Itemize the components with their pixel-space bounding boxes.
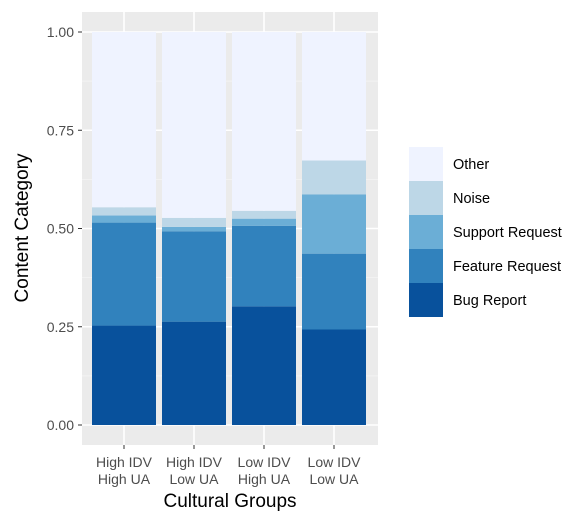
y-tick-label: 0.50: [47, 221, 74, 237]
x-tick-label: Low UA: [169, 471, 219, 487]
y-tick-label: 1.00: [47, 24, 74, 40]
bar-segment-noise: [162, 217, 226, 227]
bar-segment-bug-report: [302, 329, 366, 425]
bar-segment-feature-request: [232, 225, 296, 307]
bar-segment-bug-report: [162, 321, 226, 425]
bar-segment-bug-report: [92, 325, 156, 425]
bar-segment-other: [302, 32, 366, 161]
y-tick-label: 0.00: [47, 417, 74, 433]
legend-swatch: [409, 283, 443, 317]
bar-segment-support-request: [302, 194, 366, 254]
bar-segment-support-request: [162, 226, 226, 232]
bar-segment-other: [92, 32, 156, 208]
y-axis: 0.00 0.25 0.50 0.75 1.00: [47, 24, 82, 433]
legend-label: Other: [453, 157, 489, 173]
legend-swatch: [409, 249, 443, 283]
legend-label: Support Request: [453, 225, 562, 241]
y-axis-title: Content Category: [12, 153, 33, 302]
legend-swatch: [409, 147, 443, 181]
bar-segment-feature-request: [162, 231, 226, 322]
bar-segment-feature-request: [92, 222, 156, 326]
x-tick-label: High IDV: [96, 454, 153, 470]
bar-segment-noise: [92, 207, 156, 216]
x-tick-label: High UA: [98, 471, 151, 487]
x-tick-label: Low UA: [309, 471, 359, 487]
bar-segment-support-request: [232, 218, 296, 226]
bar-segment-other: [162, 32, 226, 218]
bar-segment-other: [232, 32, 296, 211]
bar-segment-noise: [302, 160, 366, 195]
legend-label: Feature Request: [453, 259, 561, 275]
legend-label: Bug Report: [453, 293, 526, 309]
bar-segment-feature-request: [302, 253, 366, 330]
bars: [92, 32, 366, 425]
x-tick-label: High UA: [238, 471, 291, 487]
legend-swatch: [409, 215, 443, 249]
y-tick-label: 0.75: [47, 122, 74, 138]
bar-segment-noise: [232, 210, 296, 219]
legend-label: Noise: [453, 191, 490, 207]
bar-segment-support-request: [92, 215, 156, 223]
x-tick-label: High IDV: [166, 454, 223, 470]
x-tick-label: Low IDV: [308, 454, 362, 470]
x-tick-label: Low IDV: [238, 454, 292, 470]
y-tick-label: 0.25: [47, 319, 74, 335]
bar-segment-bug-report: [232, 306, 296, 425]
x-axis-title: Cultural Groups: [163, 491, 296, 512]
legend: Other Noise Support Request Feature Request…: [409, 147, 562, 317]
legend-swatch: [409, 181, 443, 215]
